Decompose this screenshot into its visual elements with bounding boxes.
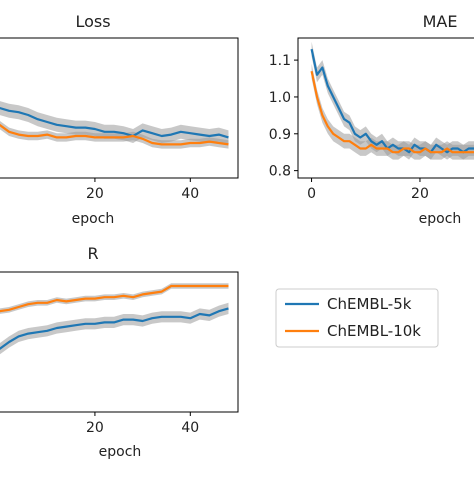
axes-frame-2 bbox=[0, 271, 239, 413]
loss-xlabel: epoch bbox=[72, 211, 115, 227]
x-tick-label-1-0: 0 bbox=[307, 186, 316, 202]
mae-title: MAE bbox=[423, 12, 458, 31]
band-1-1 bbox=[311, 63, 474, 160]
series-line-2-0 bbox=[0, 307, 229, 350]
band-0-1 bbox=[0, 120, 229, 149]
mae-panel: MAE epoch 0 20 0.8 0.9 1.0 1.1 bbox=[269, 12, 474, 227]
series-line-1-1 bbox=[310, 70, 474, 154]
series-line-0-1 bbox=[0, 123, 229, 146]
y-tick-label-1-0: 0.8 bbox=[269, 164, 291, 180]
mae-xlabel: epoch bbox=[419, 211, 462, 227]
series-line-1-0 bbox=[310, 48, 474, 154]
x-tick-label-1-1: 20 bbox=[411, 186, 429, 202]
r-title: R bbox=[87, 244, 98, 263]
x-tick-label-2-1: 40 bbox=[181, 420, 199, 436]
y-tick-label-1-2: 1.0 bbox=[269, 90, 291, 106]
x-tick-label-0-0: 20 bbox=[86, 186, 104, 202]
x-tick-label-0-1: 40 bbox=[181, 186, 199, 202]
legend-label-chembl-5k: ChEMBL-5k bbox=[327, 295, 412, 313]
series-line-0-0 bbox=[0, 107, 229, 139]
legend-label-chembl-10k: ChEMBL-10k bbox=[327, 322, 421, 340]
legend: ChEMBL-5k ChEMBL-10k bbox=[275, 288, 439, 348]
band-2-1 bbox=[0, 283, 229, 314]
y-tick-label-1-1: 0.9 bbox=[269, 127, 291, 143]
r-xlabel: epoch bbox=[99, 444, 142, 460]
band-2-0 bbox=[0, 302, 229, 355]
loss-title: Loss bbox=[75, 12, 110, 31]
series-line-2-1 bbox=[0, 284, 229, 313]
axes-frame-0 bbox=[0, 37, 239, 179]
r-panel: R epoch 20 40 bbox=[0, 244, 239, 460]
x-tick-label-2-0: 20 bbox=[86, 420, 104, 436]
axes-frame-1 bbox=[297, 37, 474, 179]
loss-panel: Loss epoch 20 40 bbox=[0, 12, 239, 227]
y-tick-label-1-3: 1.1 bbox=[269, 53, 291, 69]
